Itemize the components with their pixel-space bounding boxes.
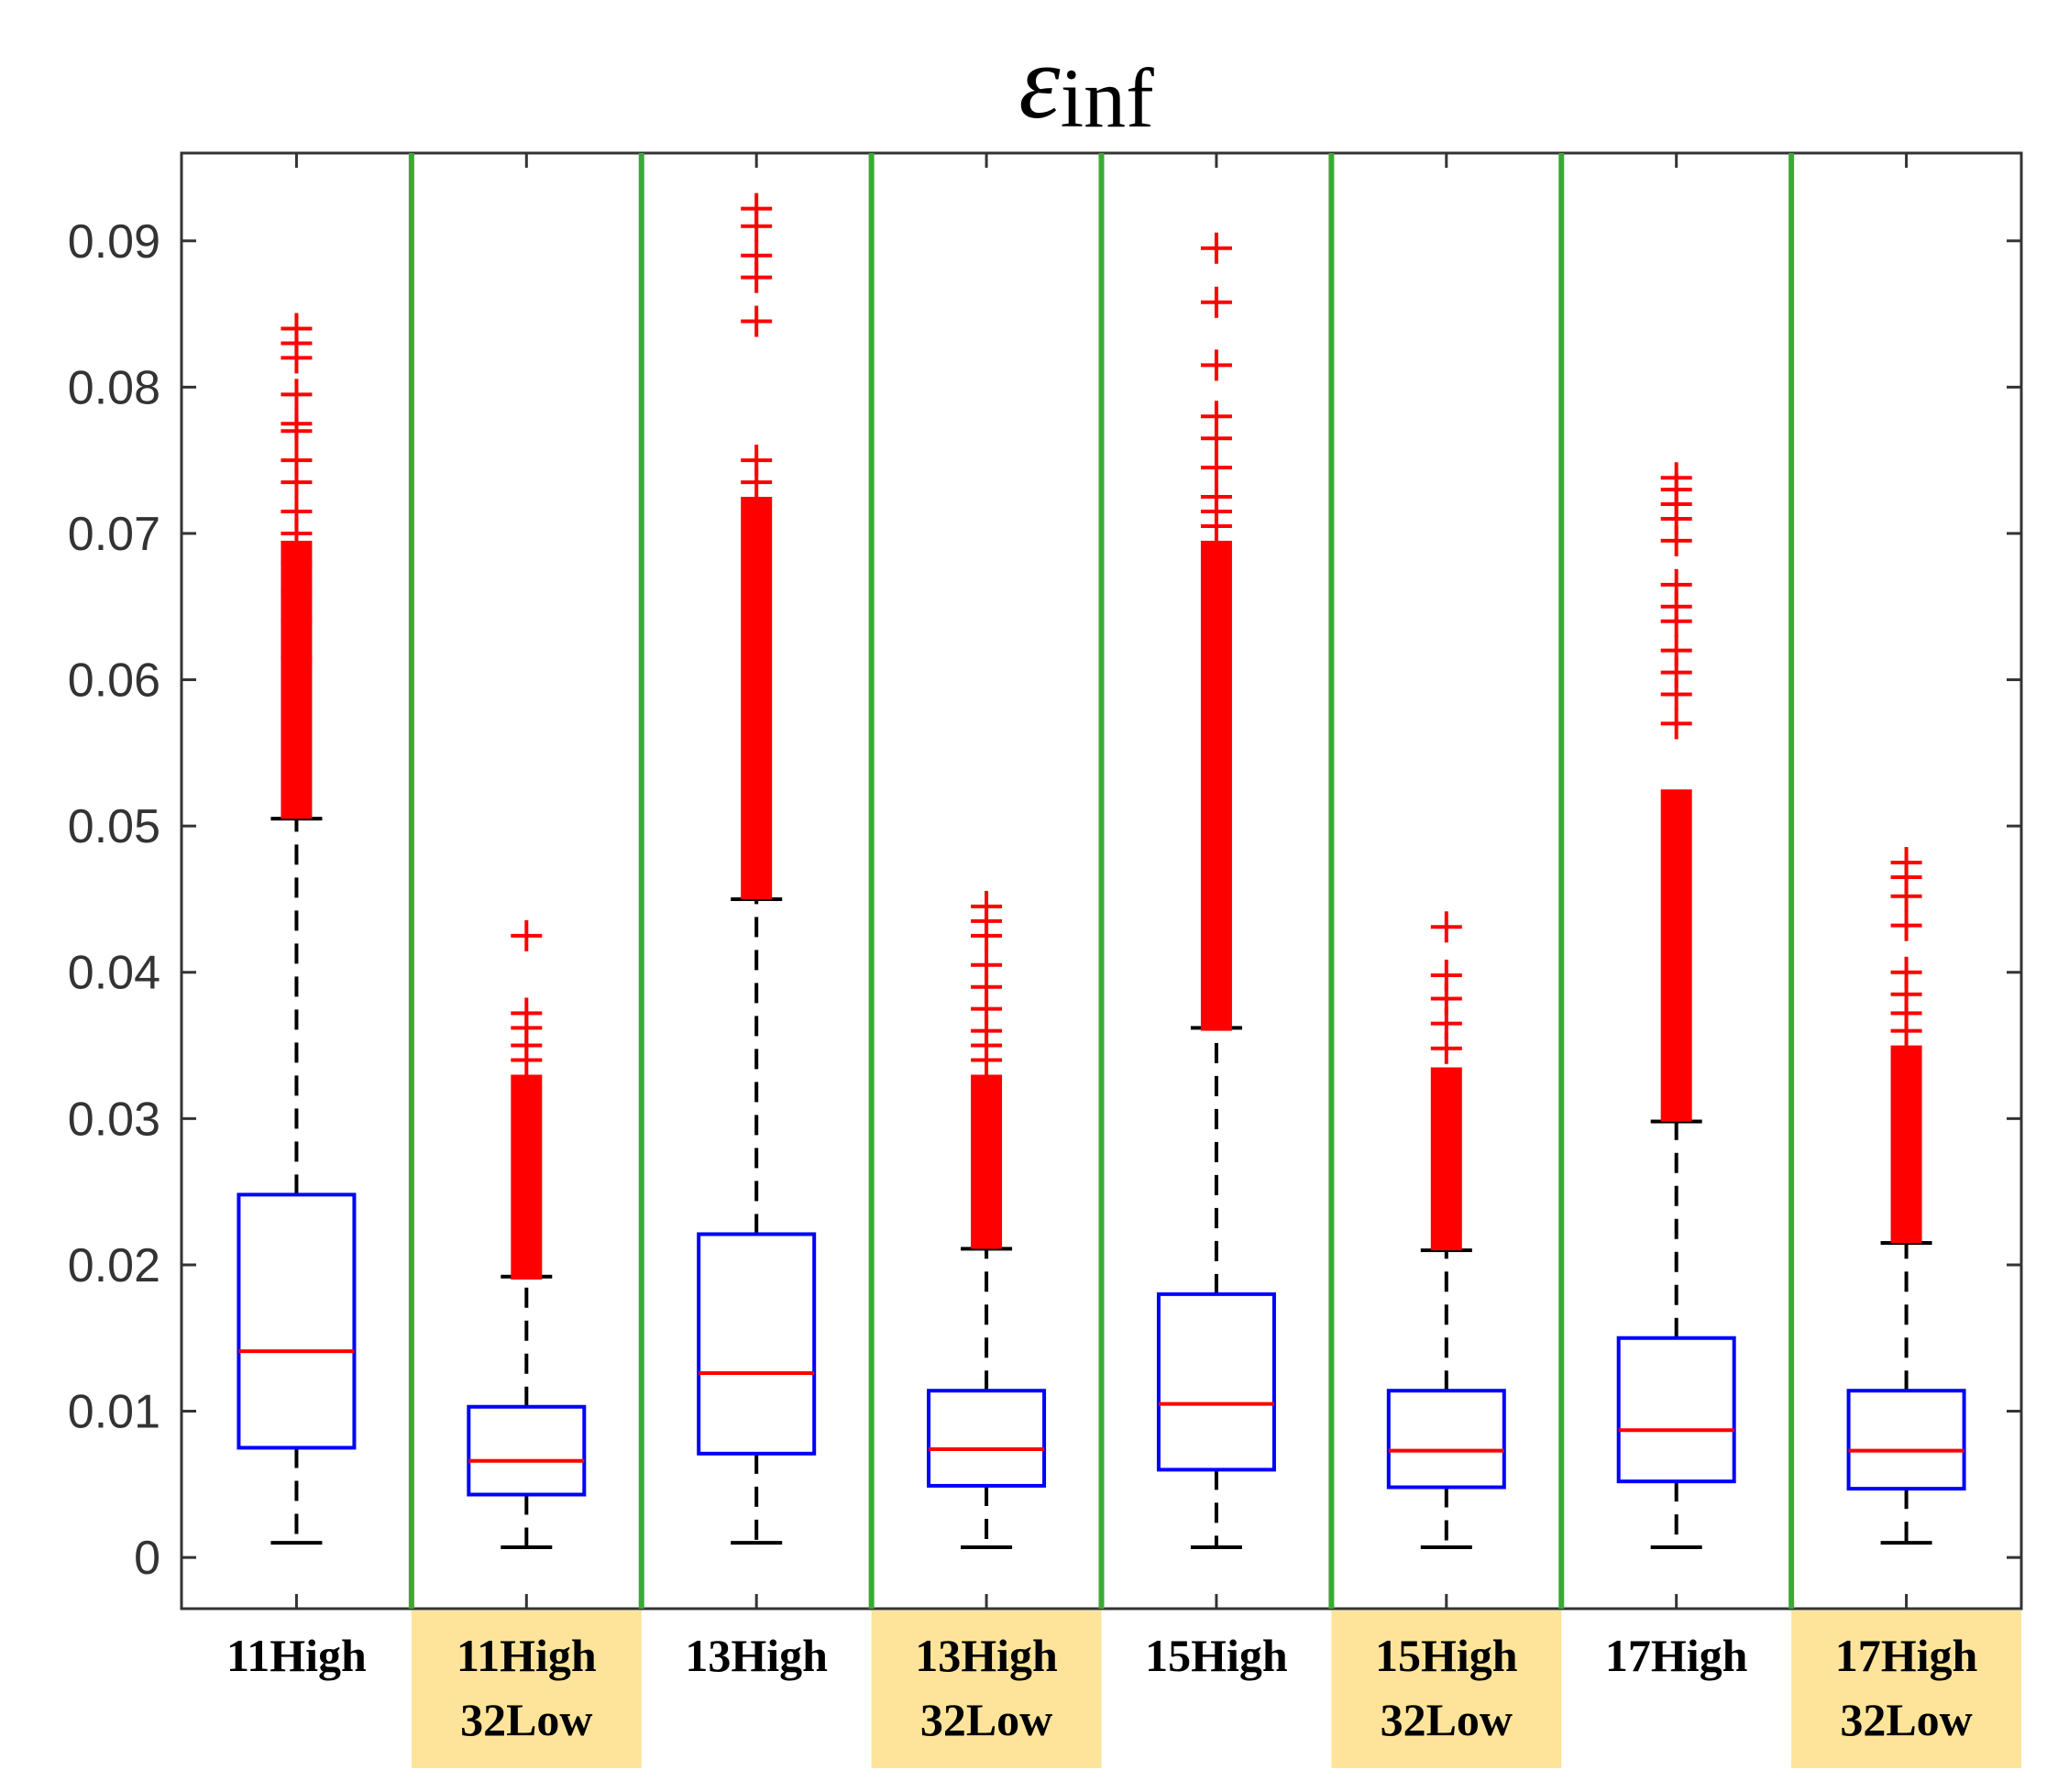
outlier-cluster — [1430, 1067, 1462, 1250]
category-highlight-8 — [1791, 1611, 2021, 1768]
outlier-marker — [741, 210, 773, 242]
iqr-box — [237, 1193, 357, 1450]
category-label-line2: 32Low — [460, 1694, 592, 1745]
category-highlight-2 — [411, 1611, 642, 1768]
title-subscript: inf — [1061, 51, 1155, 145]
y-tick-label: 0.03 — [68, 1093, 160, 1146]
boxplot-group-3 — [697, 192, 817, 1545]
outlier-cluster — [511, 1074, 543, 1280]
iqr-box — [1386, 1389, 1506, 1490]
outlier-marker — [511, 1044, 543, 1076]
outlier-marker — [281, 415, 313, 447]
y-tick-label: 0.06 — [68, 654, 160, 708]
y-tick-label: 0.09 — [68, 215, 160, 269]
boxplot-group-7 — [1616, 462, 1736, 1549]
outlier-marker — [511, 919, 543, 951]
outlier-marker — [281, 517, 313, 549]
boxplot-group-4 — [927, 890, 1047, 1549]
outlier-marker — [281, 342, 313, 374]
y-tick-label: 0 — [134, 1532, 160, 1585]
iqr-box — [467, 1404, 587, 1497]
chart-title: εinf — [1018, 24, 1154, 145]
iqr-box — [1616, 1336, 1736, 1484]
iqr-box — [927, 1389, 1047, 1488]
iqr-box — [697, 1232, 817, 1456]
outlier-marker — [1200, 423, 1232, 455]
outlier-marker — [1660, 708, 1692, 740]
y-tick-label: 0.01 — [68, 1386, 160, 1439]
outlier-marker — [971, 919, 1003, 951]
category-label-line1: 13High — [915, 1630, 1058, 1681]
outlier-marker — [1200, 510, 1232, 542]
boxplot-group-6 — [1386, 911, 1506, 1549]
outlier-marker — [1660, 678, 1692, 710]
iqr-box — [1846, 1389, 1966, 1491]
outlier-marker — [741, 305, 773, 337]
title-symbol: ε — [1018, 24, 1061, 140]
category-label-line2: 32Low — [920, 1694, 1052, 1745]
outlier-cluster — [1200, 540, 1232, 1031]
outlier-marker — [741, 261, 773, 293]
outlier-cluster — [1890, 1045, 1922, 1244]
outlier-cluster — [971, 1074, 1003, 1249]
outlier-marker — [281, 642, 313, 674]
outlier-marker — [281, 379, 313, 411]
outlier-marker — [1890, 909, 1922, 941]
y-tick-label: 0.04 — [68, 947, 160, 1000]
outlier-marker — [281, 546, 313, 578]
outlier-marker — [281, 605, 313, 637]
category-label-line2: 32Low — [1840, 1694, 1972, 1745]
y-tick-label: 0.02 — [68, 1239, 160, 1292]
y-tick-label: 0.07 — [68, 508, 160, 561]
outlier-marker — [1430, 1032, 1462, 1064]
category-label-line1: 15High — [1145, 1630, 1288, 1681]
category-highlight-6 — [1331, 1611, 1562, 1768]
outlier-marker — [1660, 524, 1692, 556]
category-label-line1: 11High — [457, 1630, 597, 1681]
outlier-marker — [1200, 286, 1232, 318]
outlier-marker — [1890, 880, 1922, 912]
outlier-marker — [281, 467, 313, 499]
outlier-cluster — [741, 497, 773, 899]
outlier-cluster — [1660, 789, 1692, 1122]
boxplot-group-8 — [1846, 847, 1966, 1545]
boxplot-group-2 — [467, 919, 587, 1549]
category-label-line1: 17High — [1605, 1630, 1748, 1681]
outlier-marker — [1200, 349, 1232, 381]
category-label-line1: 15High — [1375, 1630, 1518, 1681]
outlier-marker — [1660, 605, 1692, 637]
outlier-marker — [971, 1044, 1003, 1076]
boxplot-group-5 — [1156, 232, 1276, 1549]
outlier-marker — [281, 576, 313, 608]
category-highlight-4 — [871, 1611, 1102, 1768]
outlier-marker — [1890, 1015, 1922, 1047]
category-label-line2: 32Low — [1381, 1694, 1513, 1745]
boxplot-group-1 — [237, 313, 357, 1545]
category-label-line1: 11High — [226, 1630, 367, 1681]
y-tick-label: 0.08 — [68, 361, 160, 414]
category-label-line1: 17High — [1835, 1630, 1978, 1681]
outlier-marker — [1200, 232, 1232, 264]
outlier-marker — [1200, 452, 1232, 484]
category-label-line1: 13High — [685, 1630, 828, 1681]
outlier-marker — [741, 467, 773, 499]
y-tick-label: 0.05 — [68, 800, 160, 853]
outlier-marker — [1430, 911, 1462, 943]
iqr-box — [1156, 1292, 1276, 1472]
